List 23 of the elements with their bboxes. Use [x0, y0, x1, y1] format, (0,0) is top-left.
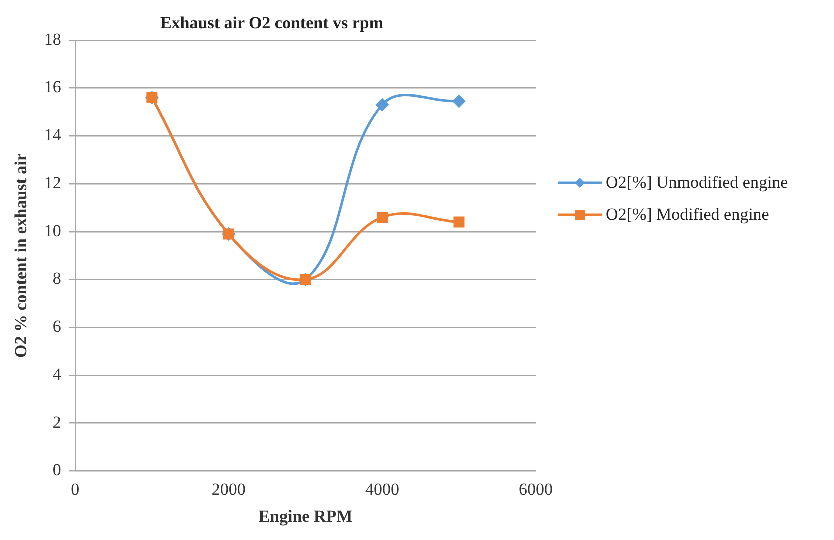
legend-label: O2[%] Unmodified engine [606, 172, 788, 194]
point [376, 98, 389, 112]
y-tick-label: 16 [44, 78, 62, 97]
y-tick-label: 12 [44, 173, 62, 192]
x-tick-label: 2000 [212, 480, 246, 499]
point [376, 212, 388, 223]
y-tick-label: 0 [52, 460, 62, 480]
point [454, 216, 465, 228]
y-tick-label: 18 [44, 30, 62, 49]
chart-title: Exhaust air O2 content vs rpm [160, 14, 384, 33]
x-axis-title: Engine RPM [258, 507, 353, 526]
x-tick-label: 0 [71, 480, 80, 499]
x-tick-label: 6000 [519, 480, 553, 499]
y-axis-title: O2 % content in exhaust air [12, 153, 31, 358]
y-tick-label: 4 [52, 364, 62, 384]
y-tick-label: 6 [52, 317, 62, 336]
x-tick-label: 4000 [365, 480, 400, 499]
legend-label: O2[%] Modified engine [606, 204, 770, 226]
y-tick-label: 2 [52, 412, 62, 432]
y-tick-label: 14 [44, 126, 62, 145]
y-tick-label: 8 [52, 269, 62, 288]
point [452, 95, 466, 108]
y-tick-label: 10 [44, 221, 62, 240]
